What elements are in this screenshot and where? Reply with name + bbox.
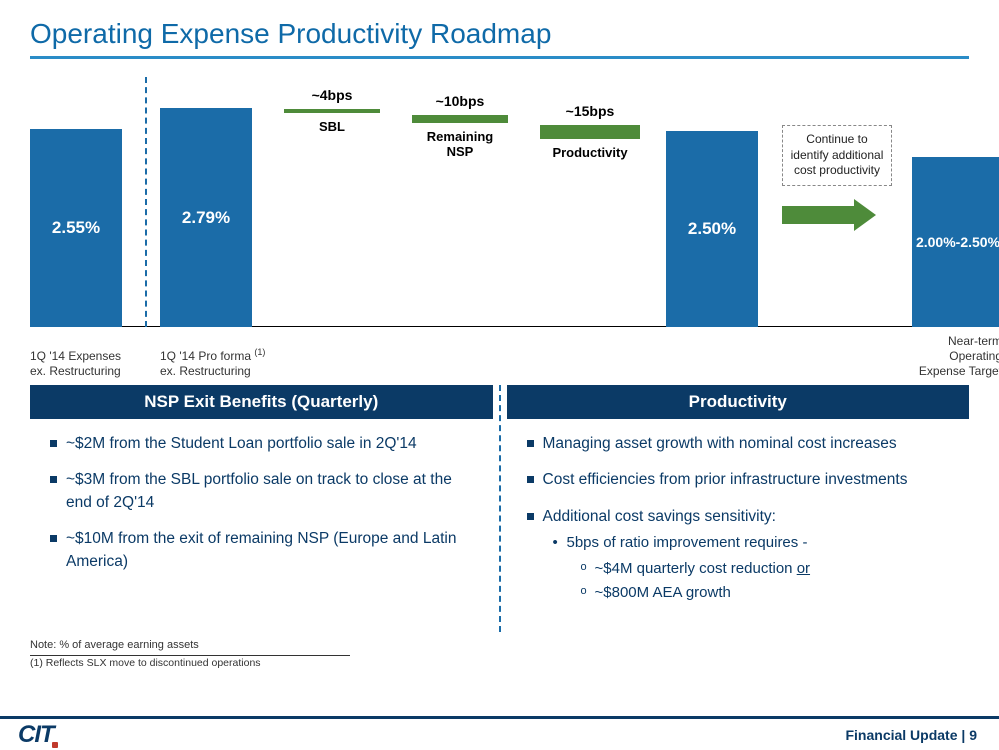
bar-b3: 2.50% (666, 131, 758, 327)
panel-nsp-body: ~$2M from the Student Loan portfolio sal… (30, 419, 493, 601)
logo: CIT (18, 721, 60, 749)
prod-item-sensitivity: Additional cost savings sensitivity:5bps… (527, 506, 956, 604)
float-bot-1: Remaining NSP (412, 129, 508, 159)
panel-prod-body: Managing asset growth with nominal cost … (507, 419, 970, 632)
callout-box: Continue to identify additional cost pro… (782, 125, 892, 186)
float-bar-0 (284, 109, 380, 113)
slide-title: Operating Expense Productivity Roadmap (30, 18, 969, 50)
float-top-0: ~4bps (284, 87, 380, 103)
logo-text: CIT (18, 721, 54, 748)
nsp-item-0: ~$2M from the Student Loan portfolio sal… (50, 433, 479, 455)
logo-dot-icon (52, 742, 58, 748)
nsp-item-2: ~$10M from the exit of remaining NSP (Eu… (50, 528, 479, 573)
bar-label-b4: Near-term Operating Expense Target (882, 334, 999, 379)
panel-divider (499, 385, 501, 632)
waterfall-chart: 2.55% 1Q '14 Expenses ex. Restructuring 2.… (30, 69, 969, 379)
footer: CIT Financial Update | 9 (0, 716, 999, 750)
bar-b2: 2.79% (160, 108, 252, 327)
float-bot-2: Productivity (540, 145, 640, 160)
panel-nsp: NSP Exit Benefits (Quarterly) ~$2M from … (30, 385, 493, 632)
prod-item-0: Managing asset growth with nominal cost … (527, 433, 956, 455)
float-bot-0: SBL (284, 119, 380, 134)
bar-label-b1: 1Q '14 Expenses ex. Restructuring (30, 349, 170, 379)
panels-row: NSP Exit Benefits (Quarterly) ~$2M from … (30, 385, 969, 632)
footnotes: Note: % of average earning assets (1) Re… (30, 638, 969, 670)
panel-productivity: Productivity Managing asset growth with … (507, 385, 970, 632)
float-bar-2 (540, 125, 640, 139)
sens-subsub-0: ~$4M quarterly cost reduction or (581, 558, 956, 580)
note-line-1: Note: % of average earning assets (30, 638, 969, 653)
panel-prod-head: Productivity (507, 385, 970, 419)
arrow-icon (782, 199, 876, 231)
title-rule (30, 56, 969, 59)
float-top-2: ~15bps (540, 103, 640, 119)
sens-sub: 5bps of ratio improvement requires -~$4M… (553, 532, 956, 603)
nsp-item-1: ~$3M from the SBL portfolio sale on trac… (50, 469, 479, 514)
prod-item-1: Cost efficiencies from prior infrastruct… (527, 469, 956, 491)
bar-b1: 2.55% (30, 129, 122, 327)
sens-subsub-1: ~$800M AEA growth (581, 582, 956, 604)
panel-nsp-head: NSP Exit Benefits (Quarterly) (30, 385, 493, 419)
float-bar-1 (412, 115, 508, 123)
footer-text: Financial Update | 9 (845, 727, 977, 743)
float-top-1: ~10bps (412, 93, 508, 109)
bar-label-b2: 1Q '14 Pro forma (1) ex. Restructuring (160, 347, 300, 379)
bar-b4: 2.00%-2.50% (912, 157, 999, 327)
note-line-2: (1) Reflects SLX move to discontinued op… (30, 656, 969, 670)
